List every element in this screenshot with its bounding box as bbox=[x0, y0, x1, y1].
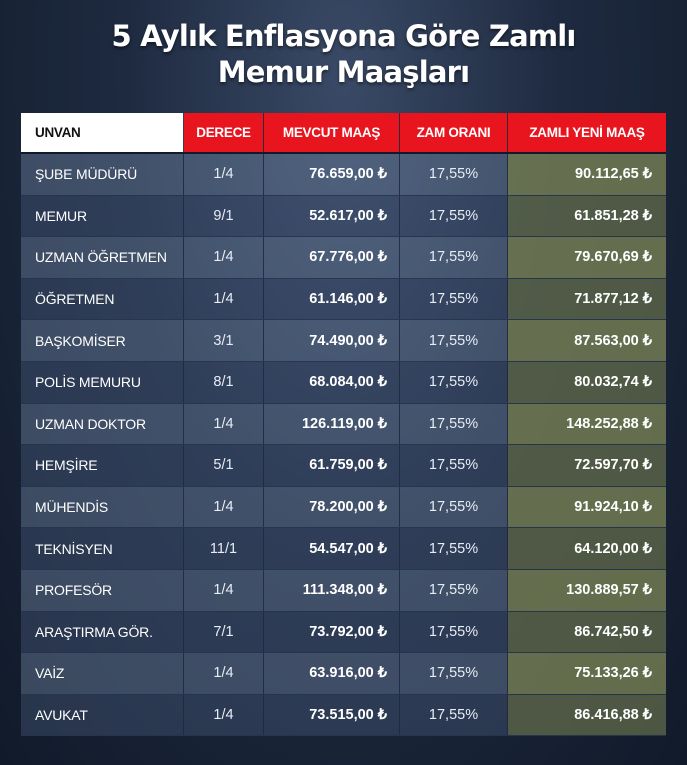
header-unvan: UNVAN bbox=[21, 113, 184, 152]
cell-zamli-yeni-maas: 80.032,74 ₺ bbox=[508, 361, 666, 403]
cell-unvan: UZMAN ÖĞRETMEN bbox=[21, 237, 184, 278]
cell-zam-orani: 17,55% bbox=[400, 195, 508, 237]
cell-mevcut-maas: 78.200,00 ₺ bbox=[264, 486, 400, 528]
cell-derece: 11/1 bbox=[184, 528, 264, 569]
table-row: PROFESÖR 1/4 111.348,00 ₺ 17,55% 130.889,57 … bbox=[21, 569, 666, 612]
cell-zamli-yeni-maas: 61.851,28 ₺ bbox=[508, 195, 666, 237]
table-row: ÖĞRETMEN 1/4 61.146,00 ₺ 17,55% 71.877,12 ₺ bbox=[21, 278, 666, 321]
cell-zamli-yeni-maas: 86.416,88 ₺ bbox=[508, 694, 666, 736]
table-row: VAİZ 1/4 63.916,00 ₺ 17,55% 75.133,26 ₺ bbox=[21, 653, 666, 695]
cell-zam-orani: 17,55% bbox=[400, 611, 508, 653]
cell-zamli-yeni-maas: 86.742,50 ₺ bbox=[508, 611, 666, 653]
header-derece: DERECE bbox=[184, 113, 264, 152]
cell-unvan: AVUKAT bbox=[21, 694, 184, 736]
cell-zam-orani: 17,55% bbox=[400, 486, 508, 528]
cell-mevcut-maas: 54.547,00 ₺ bbox=[264, 528, 400, 569]
cell-zam-orani: 17,55% bbox=[400, 445, 508, 486]
table-row: AVUKAT 1/4 73.515,00 ₺ 17,55% 86.416,88 ₺ bbox=[21, 694, 666, 737]
cell-unvan: TEKNİSYEN bbox=[21, 528, 184, 569]
cell-zamli-yeni-maas: 130.889,57 ₺ bbox=[508, 569, 666, 611]
cell-mevcut-maas: 68.084,00 ₺ bbox=[264, 361, 400, 403]
cell-derece: 1/4 bbox=[184, 486, 264, 528]
table-row: ARAŞTIRMA GÖR. 7/1 73.792,00 ₺ 17,55% 86.742… bbox=[21, 611, 666, 654]
cell-unvan: PROFESÖR bbox=[21, 569, 184, 611]
table-row: BAŞKOMİSER 3/1 74.490,00 ₺ 17,55% 87.563,00 … bbox=[21, 320, 666, 362]
table-row: UZMAN DOKTOR 1/4 126.119,00 ₺ 17,55% 148.252… bbox=[21, 403, 666, 446]
cell-mevcut-maas: 63.916,00 ₺ bbox=[264, 653, 400, 694]
cell-zam-orani: 17,55% bbox=[400, 403, 508, 445]
cell-mevcut-maas: 61.146,00 ₺ bbox=[264, 278, 400, 320]
cell-unvan: ŞUBE MÜDÜRÜ bbox=[21, 154, 184, 195]
title-line-2: Memur Maaşları bbox=[217, 55, 470, 89]
cell-zam-orani: 17,55% bbox=[400, 361, 508, 403]
cell-zam-orani: 17,55% bbox=[400, 569, 508, 611]
cell-mevcut-maas: 126.119,00 ₺ bbox=[264, 403, 400, 445]
cell-derece: 1/4 bbox=[184, 694, 264, 736]
cell-unvan: ÖĞRETMEN bbox=[21, 278, 184, 320]
table-row: ŞUBE MÜDÜRÜ 1/4 76.659,00 ₺ 17,55% 90.112,65… bbox=[21, 154, 666, 196]
cell-unvan: HEMŞİRE bbox=[21, 445, 184, 486]
cell-zamli-yeni-maas: 79.670,69 ₺ bbox=[508, 237, 666, 278]
cell-derece: 8/1 bbox=[184, 361, 264, 403]
cell-zamli-yeni-maas: 90.112,65 ₺ bbox=[508, 154, 666, 195]
cell-zamli-yeni-maas: 64.120,00 ₺ bbox=[508, 528, 666, 569]
cell-zam-orani: 17,55% bbox=[400, 653, 508, 694]
table-row: POLİS MEMURU 8/1 68.084,00 ₺ 17,55% 80.032,7… bbox=[21, 361, 666, 404]
cell-mevcut-maas: 67.776,00 ₺ bbox=[264, 237, 400, 278]
header-mevcut-maas: MEVCUT MAAŞ bbox=[264, 113, 400, 152]
salary-table: UNVAN DERECE MEVCUT MAAŞ ZAM ORANI ZAMLI… bbox=[21, 113, 666, 737]
cell-derece: 1/4 bbox=[184, 278, 264, 320]
cell-unvan: VAİZ bbox=[21, 653, 184, 694]
cell-zam-orani: 17,55% bbox=[400, 237, 508, 278]
cell-derece: 7/1 bbox=[184, 611, 264, 653]
cell-mevcut-maas: 73.792,00 ₺ bbox=[264, 611, 400, 653]
cell-zam-orani: 17,55% bbox=[400, 154, 508, 195]
cell-mevcut-maas: 52.617,00 ₺ bbox=[264, 195, 400, 237]
cell-zamli-yeni-maas: 87.563,00 ₺ bbox=[508, 320, 666, 361]
cell-zamli-yeni-maas: 72.597,70 ₺ bbox=[508, 445, 666, 486]
cell-zamli-yeni-maas: 71.877,12 ₺ bbox=[508, 278, 666, 320]
cell-zamli-yeni-maas: 75.133,26 ₺ bbox=[508, 653, 666, 694]
cell-unvan: BAŞKOMİSER bbox=[21, 320, 184, 361]
table-row: MEMUR 9/1 52.617,00 ₺ 17,55% 61.851,28 ₺ bbox=[21, 195, 666, 238]
cell-zam-orani: 17,55% bbox=[400, 694, 508, 736]
cell-unvan: UZMAN DOKTOR bbox=[21, 403, 184, 445]
cell-zamli-yeni-maas: 148.252,88 ₺ bbox=[508, 403, 666, 445]
header-zam-orani: ZAM ORANI bbox=[400, 113, 508, 152]
table-header: UNVAN DERECE MEVCUT MAAŞ ZAM ORANI ZAMLI… bbox=[21, 113, 666, 154]
cell-derece: 1/4 bbox=[184, 653, 264, 694]
cell-zam-orani: 17,55% bbox=[400, 278, 508, 320]
cell-zam-orani: 17,55% bbox=[400, 320, 508, 361]
cell-mevcut-maas: 74.490,00 ₺ bbox=[264, 320, 400, 361]
table-body: ŞUBE MÜDÜRÜ 1/4 76.659,00 ₺ 17,55% 90.112,65… bbox=[21, 154, 666, 737]
cell-zam-orani: 17,55% bbox=[400, 528, 508, 569]
cell-derece: 1/4 bbox=[184, 154, 264, 195]
cell-derece: 5/1 bbox=[184, 445, 264, 486]
table-row: UZMAN ÖĞRETMEN 1/4 67.776,00 ₺ 17,55% 79.670… bbox=[21, 237, 666, 279]
header-zamli-yeni-maas: ZAMLI YENİ MAAŞ bbox=[508, 113, 666, 152]
cell-zamli-yeni-maas: 91.924,10 ₺ bbox=[508, 486, 666, 528]
cell-unvan: MÜHENDİS bbox=[21, 486, 184, 528]
cell-mevcut-maas: 61.759,00 ₺ bbox=[264, 445, 400, 486]
cell-mevcut-maas: 76.659,00 ₺ bbox=[264, 154, 400, 195]
cell-derece: 9/1 bbox=[184, 195, 264, 237]
table-row: MÜHENDİS 1/4 78.200,00 ₺ 17,55% 91.924,10 ₺ bbox=[21, 486, 666, 529]
cell-unvan: ARAŞTIRMA GÖR. bbox=[21, 611, 184, 653]
table-row: HEMŞİRE 5/1 61.759,00 ₺ 17,55% 72.597,70 ₺ bbox=[21, 445, 666, 487]
table-row: TEKNİSYEN 11/1 54.547,00 ₺ 17,55% 64.120,00 … bbox=[21, 528, 666, 570]
cell-derece: 1/4 bbox=[184, 403, 264, 445]
page-title: 5 Aylık Enflasyona Göre Zamlı Memur Maaş… bbox=[0, 18, 687, 90]
title-line-1: 5 Aylık Enflasyona Göre Zamlı bbox=[111, 19, 576, 53]
cell-derece: 1/4 bbox=[184, 569, 264, 611]
cell-mevcut-maas: 111.348,00 ₺ bbox=[264, 569, 400, 611]
cell-derece: 1/4 bbox=[184, 237, 264, 278]
cell-derece: 3/1 bbox=[184, 320, 264, 361]
cell-mevcut-maas: 73.515,00 ₺ bbox=[264, 694, 400, 736]
cell-unvan: POLİS MEMURU bbox=[21, 361, 184, 403]
cell-unvan: MEMUR bbox=[21, 195, 184, 237]
